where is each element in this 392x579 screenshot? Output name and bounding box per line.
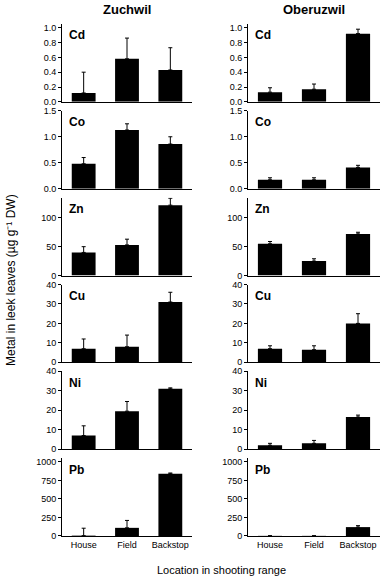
svg-text:0.6: 0.6 bbox=[44, 53, 57, 63]
svg-text:100: 100 bbox=[41, 213, 56, 223]
svg-text:Cu: Cu bbox=[69, 289, 85, 303]
svg-text:0: 0 bbox=[51, 357, 56, 367]
svg-text:Co: Co bbox=[255, 115, 271, 129]
svg-text:1.5: 1.5 bbox=[44, 106, 57, 116]
svg-text:Zn: Zn bbox=[69, 202, 84, 216]
svg-text:Co: Co bbox=[69, 115, 85, 129]
svg-text:House: House bbox=[257, 540, 283, 550]
svg-text:10: 10 bbox=[232, 338, 242, 348]
svg-text:0.8: 0.8 bbox=[230, 38, 243, 48]
svg-text:250: 250 bbox=[227, 513, 242, 523]
svg-text:20: 20 bbox=[232, 319, 242, 329]
svg-text:0.2: 0.2 bbox=[44, 82, 57, 92]
svg-text:0.8: 0.8 bbox=[44, 38, 57, 48]
svg-text:0.0: 0.0 bbox=[230, 184, 243, 194]
svg-text:Pb: Pb bbox=[255, 463, 270, 477]
svg-text:40: 40 bbox=[232, 280, 242, 290]
svg-text:20: 20 bbox=[232, 405, 242, 415]
svg-text:0: 0 bbox=[237, 271, 242, 281]
svg-text:Backstop: Backstop bbox=[339, 540, 376, 550]
svg-text:Field: Field bbox=[304, 540, 324, 550]
svg-text:750: 750 bbox=[41, 476, 56, 486]
svg-text:0.2: 0.2 bbox=[230, 82, 243, 92]
svg-text:1.0: 1.0 bbox=[230, 132, 243, 142]
svg-text:Ni: Ni bbox=[255, 376, 267, 390]
svg-text:0.6: 0.6 bbox=[230, 53, 243, 63]
svg-text:20: 20 bbox=[46, 319, 56, 329]
svg-text:20: 20 bbox=[46, 405, 56, 415]
svg-text:100: 100 bbox=[227, 213, 242, 223]
svg-text:40: 40 bbox=[46, 280, 56, 290]
svg-text:Cd: Cd bbox=[255, 28, 271, 42]
svg-text:0.0: 0.0 bbox=[230, 97, 243, 107]
svg-text:0: 0 bbox=[51, 271, 56, 281]
svg-text:1.5: 1.5 bbox=[230, 106, 243, 116]
svg-text:Cd: Cd bbox=[69, 28, 85, 42]
svg-text:500: 500 bbox=[227, 494, 242, 504]
svg-text:0: 0 bbox=[51, 444, 56, 454]
svg-text:30: 30 bbox=[46, 299, 56, 309]
svg-text:10: 10 bbox=[46, 338, 56, 348]
svg-text:0: 0 bbox=[237, 444, 242, 454]
svg-text:1000: 1000 bbox=[222, 457, 242, 467]
svg-text:0.0: 0.0 bbox=[44, 97, 57, 107]
svg-text:1.0: 1.0 bbox=[230, 23, 243, 33]
svg-text:30: 30 bbox=[232, 299, 242, 309]
svg-text:Metal in leek leaves (µg g⁻¹ D: Metal in leek leaves (µg g⁻¹ DW) bbox=[4, 194, 18, 366]
svg-text:750: 750 bbox=[227, 476, 242, 486]
svg-text:Backstop: Backstop bbox=[152, 540, 189, 550]
svg-text:1000: 1000 bbox=[36, 457, 56, 467]
svg-text:1.0: 1.0 bbox=[44, 132, 57, 142]
svg-text:Zuchwil: Zuchwil bbox=[103, 2, 151, 17]
svg-text:Zn: Zn bbox=[255, 202, 270, 216]
svg-text:Ni: Ni bbox=[69, 376, 81, 390]
svg-text:0.4: 0.4 bbox=[230, 67, 243, 77]
svg-text:10: 10 bbox=[232, 425, 242, 435]
svg-text:50: 50 bbox=[46, 242, 56, 252]
svg-text:Field: Field bbox=[117, 540, 137, 550]
svg-text:10: 10 bbox=[46, 425, 56, 435]
svg-text:500: 500 bbox=[41, 494, 56, 504]
svg-text:0: 0 bbox=[51, 531, 56, 541]
svg-text:250: 250 bbox=[41, 513, 56, 523]
svg-text:0.4: 0.4 bbox=[44, 67, 57, 77]
svg-text:1.0: 1.0 bbox=[44, 23, 57, 33]
svg-text:50: 50 bbox=[232, 242, 242, 252]
svg-text:Cu: Cu bbox=[255, 289, 271, 303]
svg-text:0: 0 bbox=[237, 357, 242, 367]
svg-text:0: 0 bbox=[237, 531, 242, 541]
svg-text:30: 30 bbox=[46, 386, 56, 396]
svg-text:40: 40 bbox=[46, 366, 56, 376]
svg-text:Oberuzwil: Oberuzwil bbox=[283, 2, 345, 17]
svg-text:40: 40 bbox=[232, 366, 242, 376]
svg-text:0.0: 0.0 bbox=[44, 184, 57, 194]
svg-text:0.5: 0.5 bbox=[230, 158, 243, 168]
svg-text:House: House bbox=[71, 540, 97, 550]
svg-text:0.5: 0.5 bbox=[44, 158, 57, 168]
svg-text:Pb: Pb bbox=[69, 463, 84, 477]
svg-text:30: 30 bbox=[232, 386, 242, 396]
svg-text:Location in shooting range: Location in shooting range bbox=[157, 564, 286, 576]
